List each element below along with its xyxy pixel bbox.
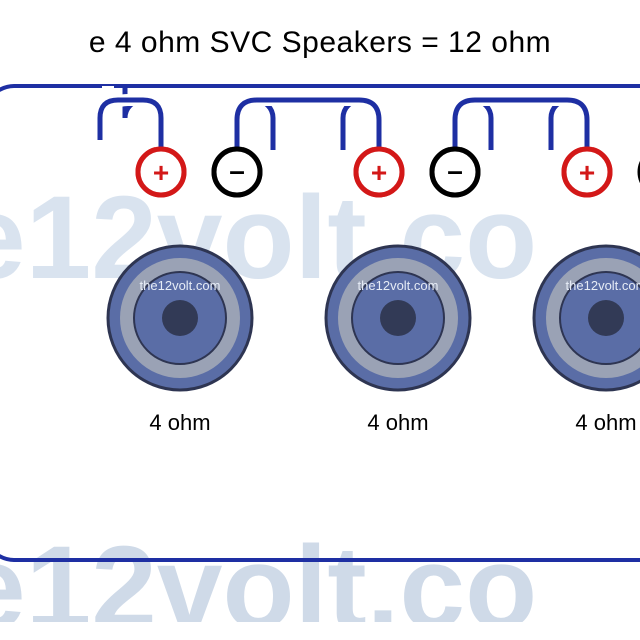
wire-hook-1-mask [108, 86, 161, 149]
diagram-svg: + – the12volt.com + – [0, 0, 640, 640]
wire-bridge-1-2 [237, 100, 379, 149]
wire-bridge-1-2-mask [237, 100, 379, 149]
svg-text:+: + [579, 157, 595, 188]
speaker-1-watermark: the12volt.com [140, 278, 221, 293]
terminals-top-redraw: + – + – + [138, 149, 610, 195]
wire-bridge-2-3-mask [455, 100, 587, 149]
speaker-3-label: 4 ohm [575, 410, 636, 436]
speaker-2-dustcap [380, 300, 416, 336]
speaker-3-watermark: the12volt.com [566, 278, 640, 293]
speaker-1-dustcap [162, 300, 198, 336]
svg-text:+: + [153, 157, 169, 188]
speaker-1-label: 4 ohm [149, 410, 210, 436]
diagram-stage: e12volt.co e12volt.co e 4 ohm SVC Speake… [0, 0, 640, 640]
wire-bridge-2-3 [455, 100, 587, 149]
svg-text:–: – [447, 155, 463, 186]
speaker-1: + – the12volt.com [108, 86, 273, 390]
speaker-3-dustcap [588, 300, 624, 336]
svg-text:–: – [229, 155, 245, 186]
svg-text:+: + [371, 157, 387, 188]
speaker-2-watermark: the12volt.com [358, 278, 439, 293]
speaker-2-label: 4 ohm [367, 410, 428, 436]
